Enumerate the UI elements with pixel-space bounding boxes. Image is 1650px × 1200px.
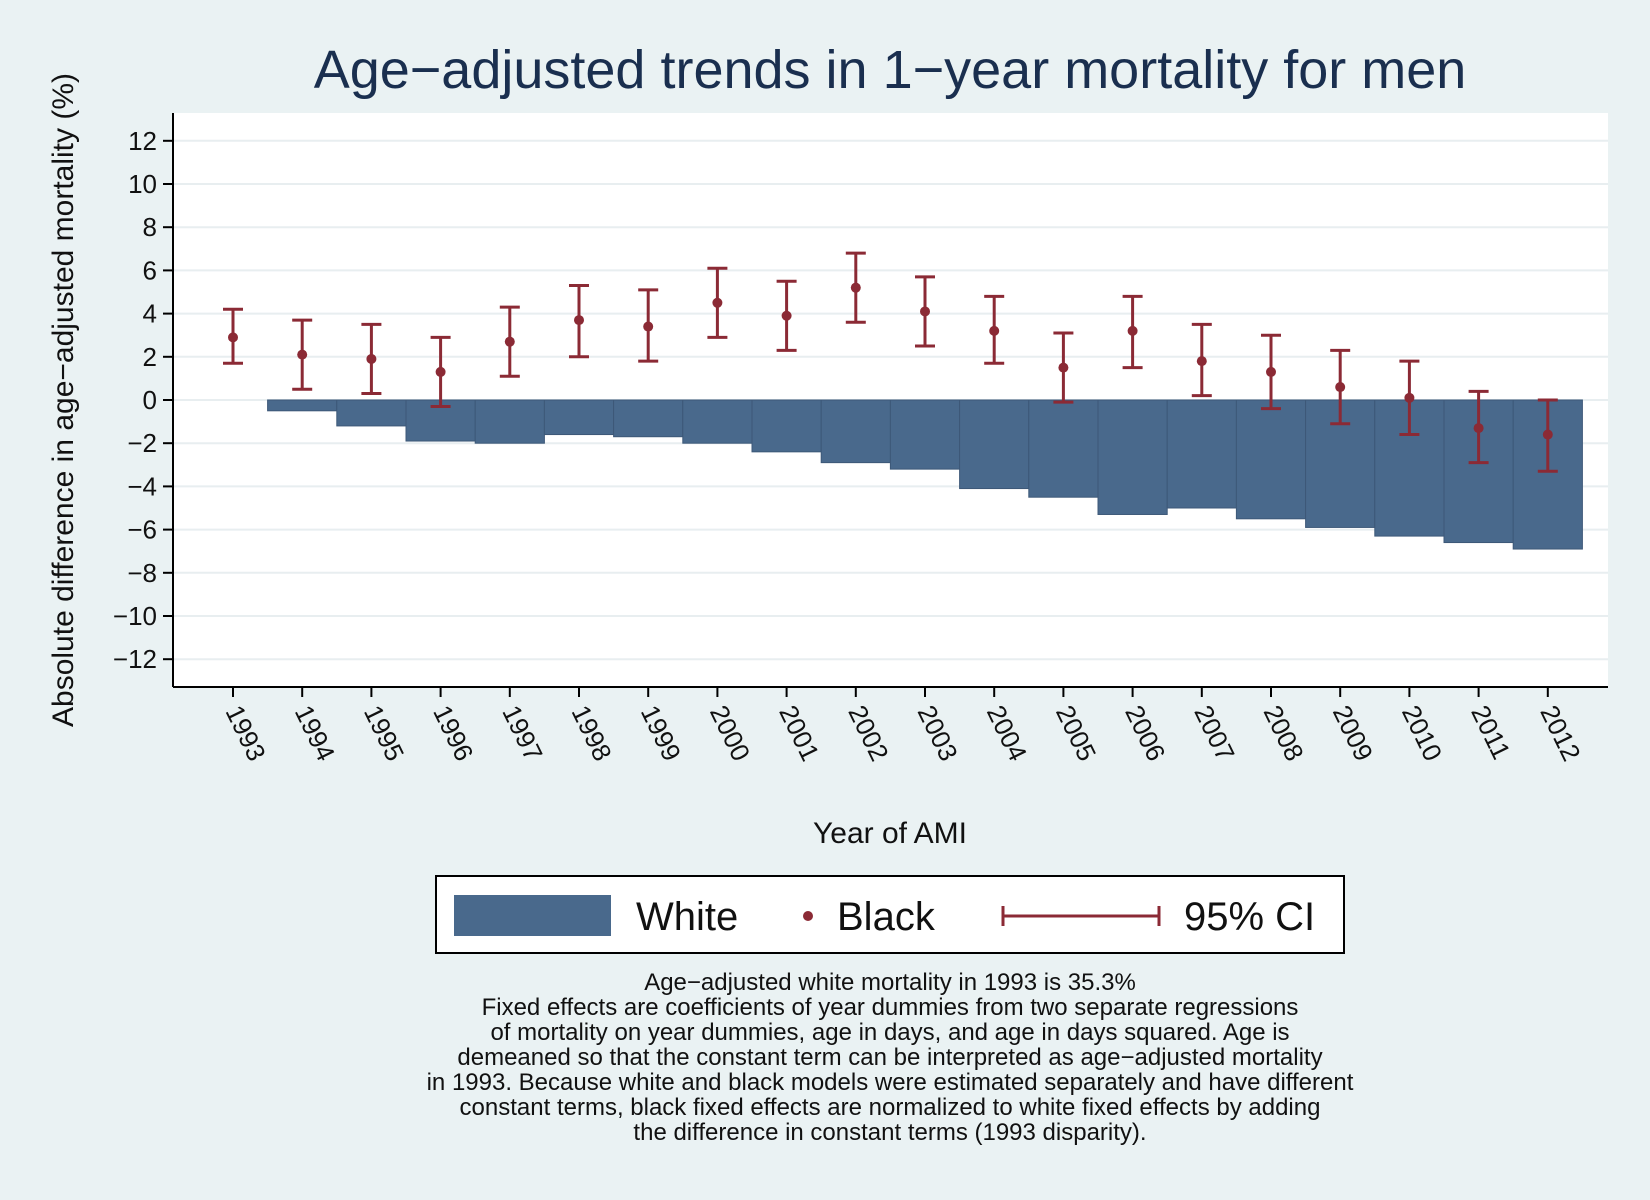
note-line: Age−adjusted white mortality in 1993 is … (644, 969, 1136, 996)
black-point (643, 321, 654, 332)
black-point (297, 349, 308, 360)
white-bar (613, 399, 684, 438)
black-point (1542, 429, 1553, 440)
black-point (228, 332, 238, 343)
white-bar (820, 399, 891, 464)
y-axis-title: Absolute difference in age−adjusted mort… (47, 73, 80, 727)
note-line: demeaned so that the constant term can b… (457, 1044, 1323, 1071)
black-point (1058, 362, 1069, 373)
y-tick-label: 0 (143, 385, 157, 415)
legend-ci-label: 95% CI (1184, 895, 1315, 939)
note-line: in 1993. Because white and black models … (426, 1069, 1354, 1096)
y-tick-label: 2 (143, 342, 157, 372)
black-point (781, 310, 792, 321)
white-bar (543, 399, 615, 436)
legend: White Black 95% CI (435, 875, 1345, 954)
white-bars (267, 399, 1583, 550)
white-bar (959, 399, 1030, 490)
white-bar (336, 399, 407, 427)
y-tick-label: 4 (143, 299, 157, 329)
black-point (1127, 325, 1138, 336)
y-tick-label: −8 (127, 558, 157, 588)
black-point (1404, 392, 1415, 403)
legend-black-label: Black (837, 895, 936, 939)
white-bar (267, 399, 338, 412)
y-tick-label: −12 (113, 644, 157, 674)
white-bar (1097, 399, 1168, 515)
note-line: the difference in constant terms (1993 d… (633, 1119, 1147, 1146)
white-bar (1166, 399, 1237, 509)
white-bar (1305, 399, 1376, 528)
legend-white-swatch (454, 895, 611, 936)
y-tick-label: 6 (143, 255, 157, 285)
black-points (228, 282, 1553, 440)
black-point (366, 353, 377, 364)
y-tick-label: −6 (127, 515, 157, 545)
y-tick-label: 10 (128, 169, 157, 199)
y-tick-label: −2 (127, 428, 157, 458)
chart-note: Age−adjusted white mortality in 1993 is … (300, 970, 1480, 1145)
y-tick-label: −4 (127, 471, 157, 501)
y-tick-label: 8 (143, 212, 157, 242)
note-line: constant terms, black fixed effects are … (459, 1094, 1321, 1121)
black-point (1335, 382, 1346, 393)
legend-ci-marker (1001, 906, 1161, 926)
black-point (1266, 366, 1276, 377)
white-bar (1028, 399, 1099, 498)
chart-title: Age−adjusted trends in 1−year mortality … (314, 40, 1467, 100)
black-point (712, 297, 723, 308)
white-bar (474, 399, 545, 444)
y-axis-ticks: 12 10 8 6 4 2 0 −2 −4 −6 −8 −10 −12 (113, 126, 173, 674)
legend-black-marker (803, 911, 813, 921)
white-bar (751, 399, 822, 453)
black-point (850, 282, 861, 293)
black-point (989, 325, 1000, 336)
white-bar (889, 399, 961, 470)
legend-white-label: White (636, 895, 738, 939)
black-point (504, 336, 515, 347)
note-line: of mortality on year dummies, age in day… (490, 1019, 1290, 1046)
black-point (574, 315, 584, 326)
y-tick-label: −10 (113, 601, 157, 631)
black-point (435, 366, 446, 377)
white-bar (682, 399, 753, 444)
note-line: Fixed effects are coefficients of year d… (481, 994, 1299, 1021)
black-point (1473, 423, 1484, 434)
x-axis-title: Year of AMI (813, 817, 967, 850)
black-point (1196, 356, 1207, 367)
white-bar (1235, 399, 1307, 520)
black-point (920, 306, 930, 317)
y-tick-label: 12 (128, 126, 157, 156)
